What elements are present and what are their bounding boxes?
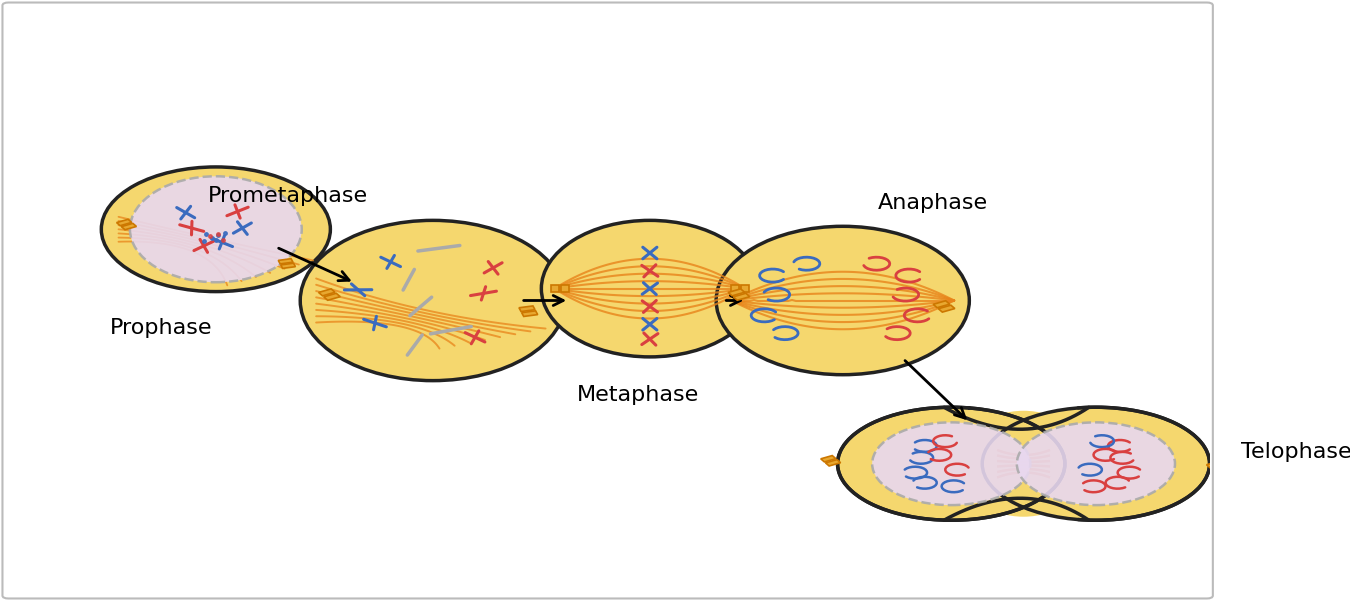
Polygon shape [1207, 462, 1222, 468]
Polygon shape [551, 285, 559, 292]
Text: Prometaphase: Prometaphase [208, 186, 369, 206]
Polygon shape [933, 300, 949, 308]
Text: Prophase: Prophase [111, 319, 213, 338]
Ellipse shape [101, 167, 331, 291]
Polygon shape [741, 285, 749, 292]
Polygon shape [281, 263, 296, 269]
Polygon shape [562, 285, 568, 292]
Text: Telophase: Telophase [1241, 442, 1350, 462]
Text: Anaphase: Anaphase [878, 194, 988, 213]
Polygon shape [122, 224, 136, 230]
Polygon shape [733, 293, 749, 300]
Polygon shape [116, 219, 132, 226]
Text: Metaphase: Metaphase [576, 385, 699, 406]
Ellipse shape [541, 221, 759, 357]
Ellipse shape [983, 407, 1210, 520]
Polygon shape [324, 293, 340, 300]
Polygon shape [319, 289, 335, 296]
Polygon shape [521, 311, 537, 317]
Ellipse shape [1017, 423, 1174, 505]
Polygon shape [825, 460, 841, 466]
Polygon shape [1211, 466, 1226, 472]
Ellipse shape [837, 407, 1065, 520]
Polygon shape [730, 285, 738, 292]
Ellipse shape [872, 423, 1030, 505]
Polygon shape [278, 258, 293, 264]
Polygon shape [821, 456, 836, 462]
Ellipse shape [958, 410, 1088, 517]
Ellipse shape [130, 176, 302, 282]
Polygon shape [938, 305, 954, 312]
FancyBboxPatch shape [986, 435, 1062, 493]
Ellipse shape [716, 227, 969, 374]
Ellipse shape [300, 221, 566, 380]
Polygon shape [518, 306, 535, 311]
Polygon shape [728, 289, 745, 296]
